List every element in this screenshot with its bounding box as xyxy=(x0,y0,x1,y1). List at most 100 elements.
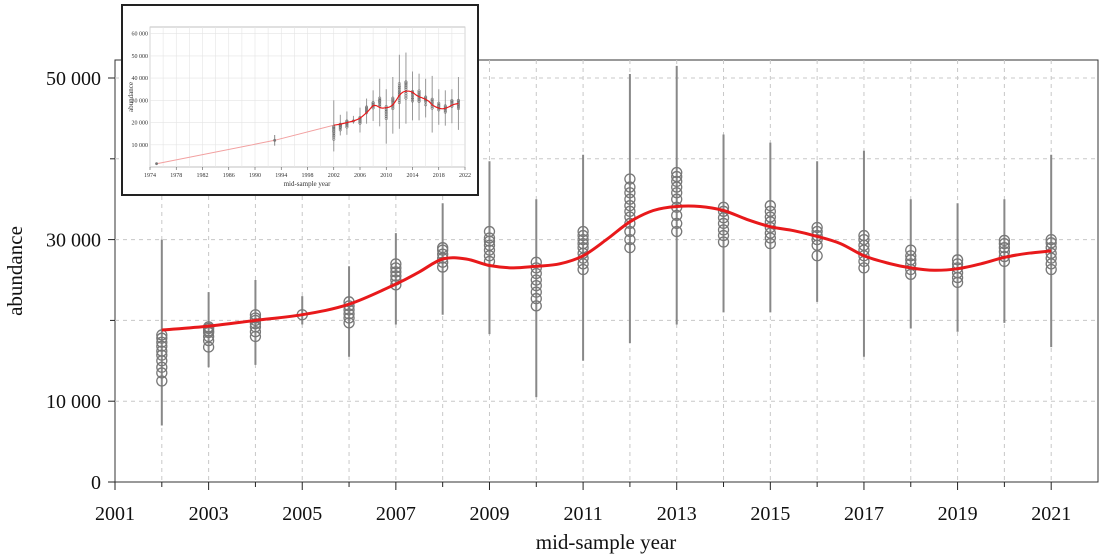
inset-data-point xyxy=(358,120,362,124)
inset-data-point xyxy=(365,106,369,110)
y-tick-label: 10 000 xyxy=(46,391,101,413)
data-point xyxy=(951,254,964,266)
inset-data-point xyxy=(410,97,415,101)
inset-x-tick-label: 1994 xyxy=(275,173,287,179)
inset-data-point xyxy=(332,127,336,131)
data-point xyxy=(437,242,449,254)
x-tick-label: 2013 xyxy=(657,503,697,525)
inset-data-point xyxy=(430,106,434,110)
data-point xyxy=(624,225,636,238)
data-point xyxy=(671,217,683,230)
data-point xyxy=(390,270,402,282)
inset-axes: 1974 1978 1982 1986 1990 1994 1998 2002 2006 2010… xyxy=(132,32,472,179)
data-point xyxy=(905,244,917,256)
inset-data-point xyxy=(365,105,369,109)
inset-data-point xyxy=(456,103,460,107)
data-point xyxy=(1045,233,1057,246)
inset-data-point xyxy=(410,94,415,98)
inset-data-point xyxy=(384,117,388,121)
inset-data-point xyxy=(397,89,401,93)
x-tick-label: 2009 xyxy=(469,503,509,525)
y-tick-label: 0 xyxy=(91,472,101,494)
inset-chart: 1974 1978 1982 1986 1990 1994 1998 2002 2006 2010… xyxy=(121,4,479,196)
inset-data-point xyxy=(273,138,277,142)
inset-data-point xyxy=(397,85,401,89)
inset-data-point xyxy=(404,96,408,100)
data-point xyxy=(343,317,355,329)
data-point xyxy=(905,250,917,262)
data-point xyxy=(998,237,1011,250)
data-point xyxy=(202,341,215,353)
data-point xyxy=(624,200,636,212)
data-point xyxy=(577,229,589,242)
data-point xyxy=(624,181,636,193)
inset-data-point xyxy=(365,107,369,111)
inset-data-point xyxy=(424,103,428,107)
data-point xyxy=(483,225,496,238)
inset-data-point xyxy=(404,84,408,88)
inset-data-point xyxy=(384,115,388,119)
inset-data-point xyxy=(378,100,382,104)
inset-y-tick-label: 40 000 xyxy=(132,76,149,82)
inset-data-point xyxy=(456,98,460,102)
x-tick-label: 2017 xyxy=(844,503,884,525)
inset-data-point xyxy=(410,92,415,96)
inset-data-point xyxy=(338,128,342,132)
inset-data-point xyxy=(384,108,388,112)
inset-x-tick-label: 1998 xyxy=(302,173,314,179)
data-point xyxy=(156,340,168,352)
data-point xyxy=(671,170,683,183)
inset-data-point xyxy=(397,82,401,86)
inset-data-point xyxy=(417,89,421,93)
inset-x-tick-label: 1974 xyxy=(144,173,156,179)
main-trend xyxy=(161,204,1052,332)
data-point xyxy=(249,317,262,330)
inset-data-point xyxy=(417,99,421,103)
data-point xyxy=(811,233,823,246)
inset-data-point xyxy=(430,97,434,101)
inset-data-point xyxy=(378,96,382,100)
data-point xyxy=(671,209,683,222)
inset-x-tick-label: 1978 xyxy=(170,173,182,179)
x-tick-label: 2001 xyxy=(95,503,135,525)
data-point xyxy=(624,233,636,246)
inset-data-point xyxy=(443,104,447,108)
inset-x-tick-label: 2018 xyxy=(433,173,445,179)
data-point xyxy=(717,201,730,213)
inset-y-tick-label: 60 000 xyxy=(132,32,149,38)
inset-data-point xyxy=(404,94,408,98)
inset-data-point xyxy=(391,96,395,100)
x-tick-label: 2015 xyxy=(750,503,790,525)
plot-frame xyxy=(114,59,1099,483)
data-point xyxy=(343,312,355,324)
data-point xyxy=(156,367,168,379)
x-tick-label: 2021 xyxy=(1031,503,1071,525)
data-point xyxy=(390,262,402,274)
inset-data-point xyxy=(437,103,441,107)
x-tick-label: 2005 xyxy=(282,503,322,525)
inset-x-tick-label: 2014 xyxy=(407,173,419,179)
inset-x-tick-label: 2006 xyxy=(354,173,366,179)
data-point xyxy=(390,258,402,270)
x-axis-title: mid-sample year xyxy=(536,530,677,554)
inset-data-point xyxy=(391,97,395,101)
inset-data-point xyxy=(456,105,460,109)
inset-data-point xyxy=(384,113,388,117)
inset-data-point xyxy=(404,87,408,91)
data-point xyxy=(624,242,636,254)
inset-data-point xyxy=(384,111,388,115)
inset-x-tick-label: 1986 xyxy=(223,173,235,179)
data-point xyxy=(530,267,542,280)
inset-data-point xyxy=(397,84,401,88)
inset-data-point xyxy=(450,101,454,105)
main-axes: 2001 2003 2005 2007 2009 2011 2013 2015 2017 2019… xyxy=(46,68,1071,525)
inset-trend-line xyxy=(333,90,459,126)
inset-x-tick-label: 2010 xyxy=(380,173,392,179)
data-point xyxy=(156,361,168,373)
inset-data-point xyxy=(384,109,388,113)
inset-data-point xyxy=(404,85,408,89)
inset-data-point xyxy=(410,99,415,103)
main-points xyxy=(156,166,1057,387)
trend-line xyxy=(161,204,1052,332)
inset-data-point xyxy=(391,98,395,102)
